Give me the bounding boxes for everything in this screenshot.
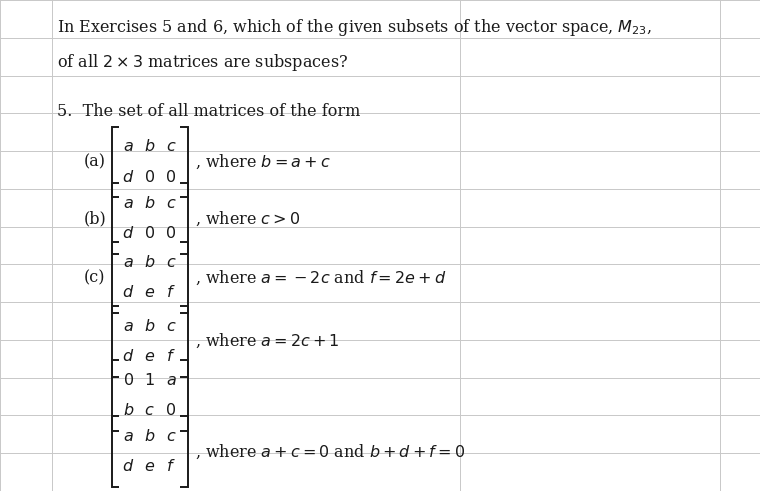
Text: $c$: $c$ bbox=[166, 138, 176, 155]
Text: $b$: $b$ bbox=[144, 254, 155, 271]
Text: $f$: $f$ bbox=[166, 348, 176, 365]
Text: $f$: $f$ bbox=[166, 284, 176, 301]
Text: $a$: $a$ bbox=[166, 372, 176, 388]
Text: $c$: $c$ bbox=[166, 318, 176, 334]
Text: $1$: $1$ bbox=[144, 372, 155, 388]
Text: $0$: $0$ bbox=[123, 372, 134, 388]
Text: $0$: $0$ bbox=[166, 225, 176, 242]
Text: $d$: $d$ bbox=[122, 284, 135, 301]
Text: $c$: $c$ bbox=[166, 195, 176, 212]
Text: $a$: $a$ bbox=[123, 318, 134, 334]
Text: $b$: $b$ bbox=[144, 195, 155, 212]
Text: $c$: $c$ bbox=[144, 402, 155, 419]
Text: $0$: $0$ bbox=[144, 225, 155, 242]
Text: $0$: $0$ bbox=[144, 169, 155, 186]
Text: $e$: $e$ bbox=[144, 459, 155, 475]
Text: $0$: $0$ bbox=[166, 169, 176, 186]
Text: $b$: $b$ bbox=[144, 318, 155, 334]
Text: (a): (a) bbox=[84, 154, 106, 170]
Text: $e$: $e$ bbox=[144, 348, 155, 365]
Text: In Exercises 5 and 6, which of the given subsets of the vector space, $M_{23}$,: In Exercises 5 and 6, which of the given… bbox=[57, 17, 652, 38]
Text: (c): (c) bbox=[84, 269, 105, 286]
Text: $b$: $b$ bbox=[144, 428, 155, 445]
Text: $b$: $b$ bbox=[123, 402, 134, 419]
Text: $d$: $d$ bbox=[122, 169, 135, 186]
Text: $d$: $d$ bbox=[122, 459, 135, 475]
Text: (b): (b) bbox=[84, 210, 106, 227]
Text: $e$: $e$ bbox=[144, 284, 155, 301]
Text: $a$: $a$ bbox=[123, 138, 134, 155]
Text: , where $b = a + c$: , where $b = a + c$ bbox=[195, 153, 331, 171]
Text: $a$: $a$ bbox=[123, 428, 134, 445]
Text: $c$: $c$ bbox=[166, 254, 176, 271]
Text: $b$: $b$ bbox=[144, 138, 155, 155]
Text: 5.  The set of all matrices of the form: 5. The set of all matrices of the form bbox=[57, 103, 360, 120]
Text: $c$: $c$ bbox=[166, 428, 176, 445]
Text: $a$: $a$ bbox=[123, 254, 134, 271]
Text: of all $2 \times 3$ matrices are subspaces?: of all $2 \times 3$ matrices are subspac… bbox=[57, 52, 348, 73]
Text: , where $a = 2c + 1$: , where $a = 2c + 1$ bbox=[195, 332, 340, 351]
Text: , where $c > 0$: , where $c > 0$ bbox=[195, 209, 301, 228]
Text: $0$: $0$ bbox=[166, 402, 176, 419]
Text: $a$: $a$ bbox=[123, 195, 134, 212]
Text: $d$: $d$ bbox=[122, 348, 135, 365]
Text: $d$: $d$ bbox=[122, 225, 135, 242]
Text: , where $a + c = 0$ and $b + d + f = 0$: , where $a + c = 0$ and $b + d + f = 0$ bbox=[195, 442, 465, 461]
Text: $f$: $f$ bbox=[166, 459, 176, 475]
Text: , where $a = -2c$ and $f = 2e + d$: , where $a = -2c$ and $f = 2e + d$ bbox=[195, 268, 447, 287]
